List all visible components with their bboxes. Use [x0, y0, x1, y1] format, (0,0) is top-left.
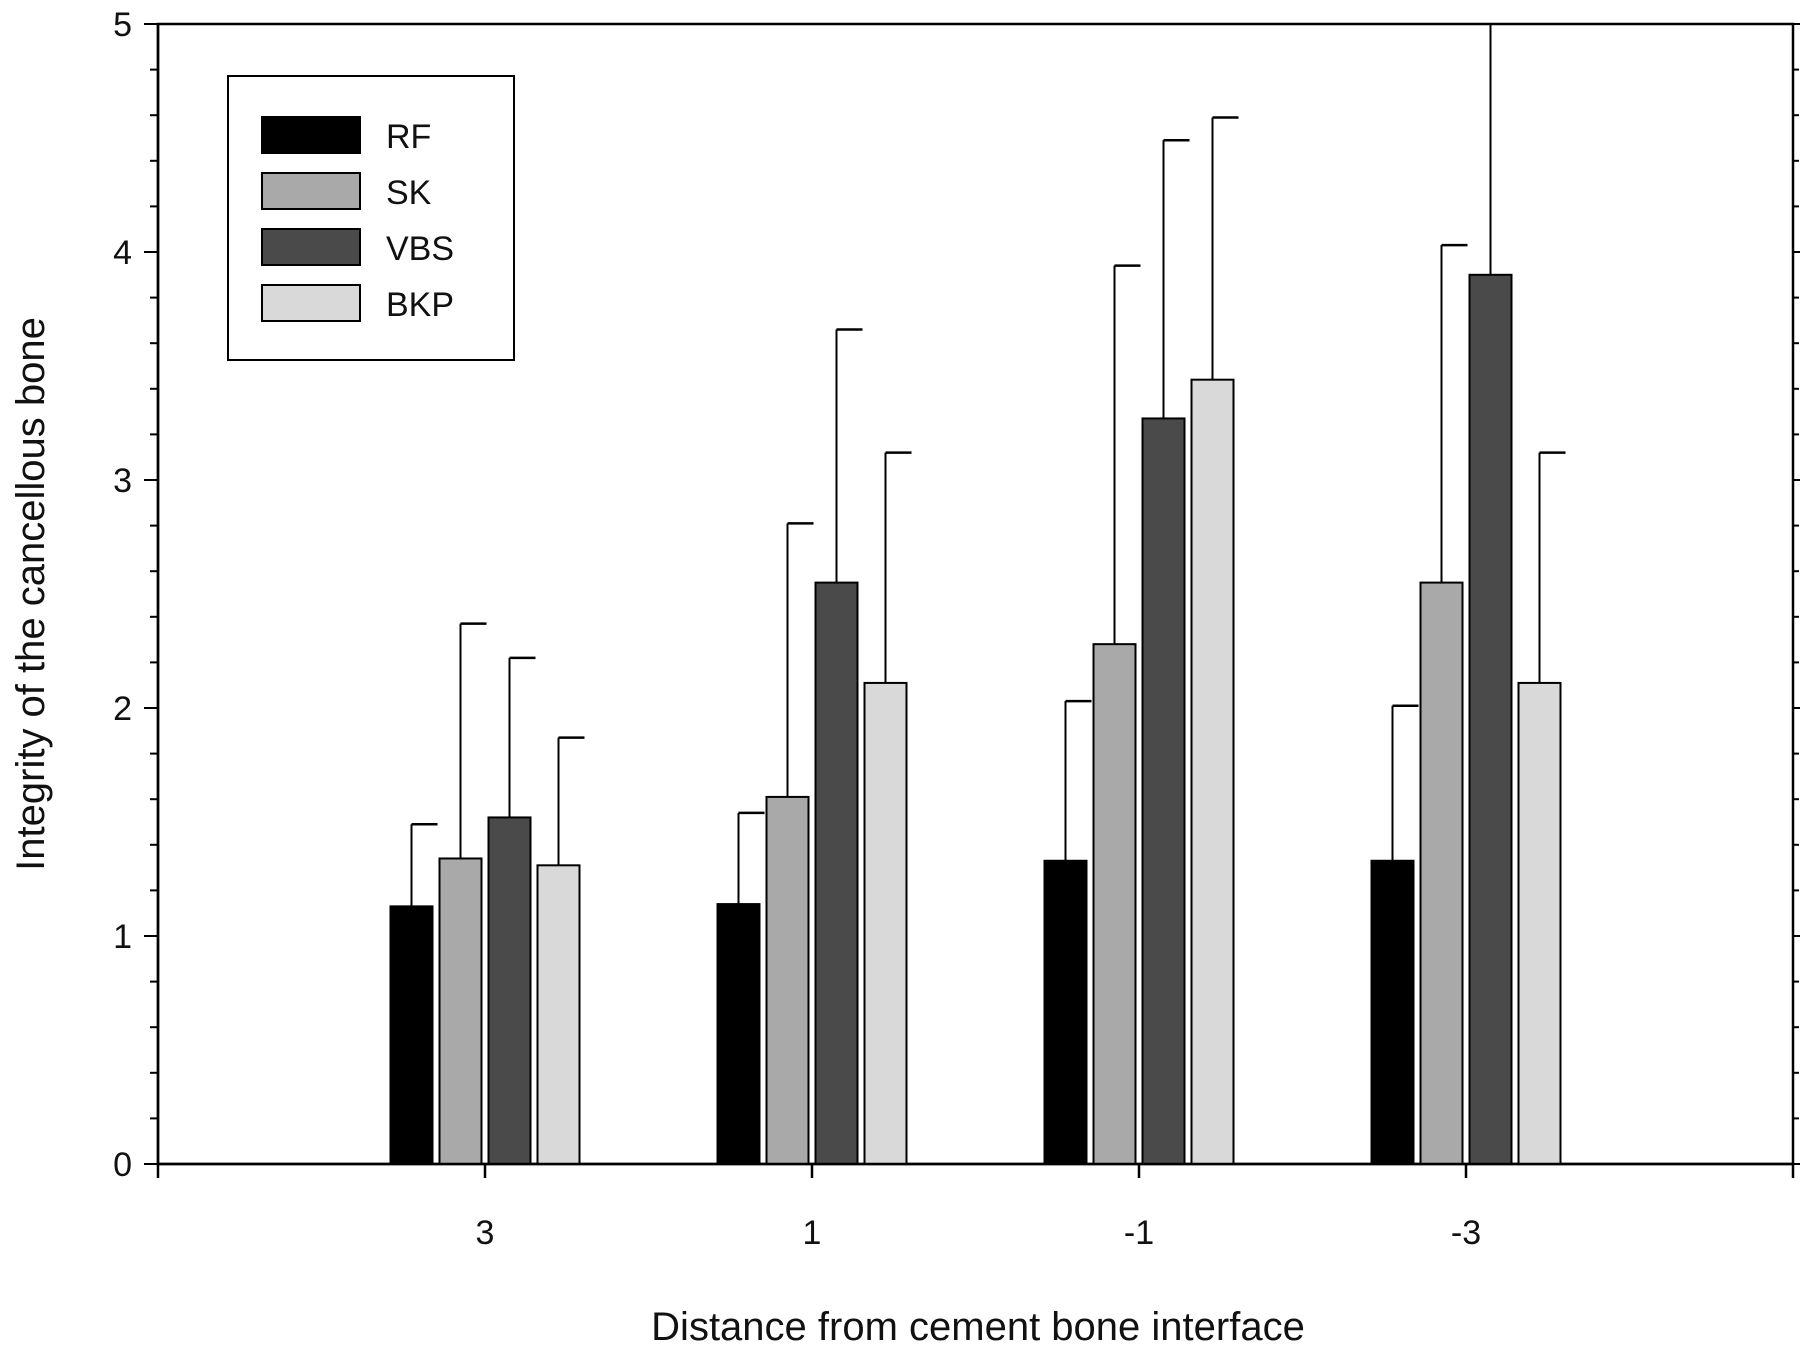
error-bar-sk	[459, 622, 487, 859]
error-bar-sk	[1113, 264, 1141, 645]
y-axis: 0 1 2 3 4 5	[113, 6, 1800, 1184]
legend-label-rf: RF	[386, 118, 431, 156]
bar-rf	[1043, 859, 1088, 1165]
y-axis-title: Integrity of the cancellous bone	[9, 317, 53, 871]
x-axis-title: Distance from cement bone interface	[651, 1305, 1305, 1349]
y-tick-label: 1	[113, 918, 132, 956]
bar-sk	[765, 795, 810, 1165]
bar-rf	[389, 905, 434, 1165]
error-bar-bkp	[557, 736, 585, 866]
legend-swatch-vbs	[261, 228, 361, 266]
error-bar-sk	[1440, 243, 1468, 583]
legend-swatch-sk	[261, 172, 361, 210]
x-tick-label: 1	[803, 1214, 822, 1252]
error-bar-vbs	[835, 328, 863, 583]
y-tick-label: 2	[113, 690, 132, 728]
bars-layer	[389, 273, 1562, 1166]
legend-swatch-bkp	[261, 284, 361, 322]
error-bar-vbs	[1162, 139, 1190, 419]
x-tick-label: -3	[1451, 1214, 1481, 1252]
error-bar-bkp	[1538, 451, 1566, 683]
y-tick-label: 0	[113, 1146, 132, 1184]
x-tick-label: -1	[1124, 1214, 1154, 1252]
y-tick-label: 5	[113, 6, 132, 44]
error-bar-rf	[737, 811, 765, 905]
bar-bkp	[536, 864, 581, 1165]
bar-vbs	[487, 816, 532, 1165]
y-tick-label: 4	[113, 234, 132, 272]
legend: RF SK VBS BKP	[227, 75, 515, 361]
bar-bkp	[1517, 681, 1562, 1165]
bar-rf	[1370, 859, 1415, 1165]
x-tick-label: 3	[476, 1214, 495, 1252]
error-bar-bkp	[884, 451, 912, 683]
error-bar-vbs	[508, 656, 536, 818]
legend-label-vbs: VBS	[386, 230, 454, 268]
error-bar-bkp	[1211, 116, 1239, 380]
bar-bkp	[1190, 378, 1235, 1165]
bar-vbs	[1468, 273, 1513, 1165]
bar-sk	[438, 857, 483, 1165]
error-bars-layer	[410, 24, 1566, 907]
x-axis: 3 1 -1 -3	[156, 1162, 1795, 1252]
bar-sk	[1419, 581, 1464, 1165]
bar-vbs	[814, 581, 859, 1165]
error-bar-rf	[1064, 699, 1092, 861]
legend-items: RF SK VBS BKP	[261, 116, 454, 324]
error-bar-rf	[1391, 704, 1419, 861]
legend-swatch-rf	[261, 116, 361, 154]
bar-bkp	[863, 681, 908, 1165]
bar-sk	[1092, 643, 1137, 1165]
bar-vbs	[1141, 417, 1186, 1165]
error-bar-sk	[786, 522, 814, 797]
y-tick-label: 3	[113, 462, 132, 500]
legend-label-sk: SK	[386, 174, 432, 212]
error-bar-rf	[410, 823, 438, 907]
bar-rf	[716, 903, 761, 1166]
legend-label-bkp: BKP	[386, 286, 454, 324]
